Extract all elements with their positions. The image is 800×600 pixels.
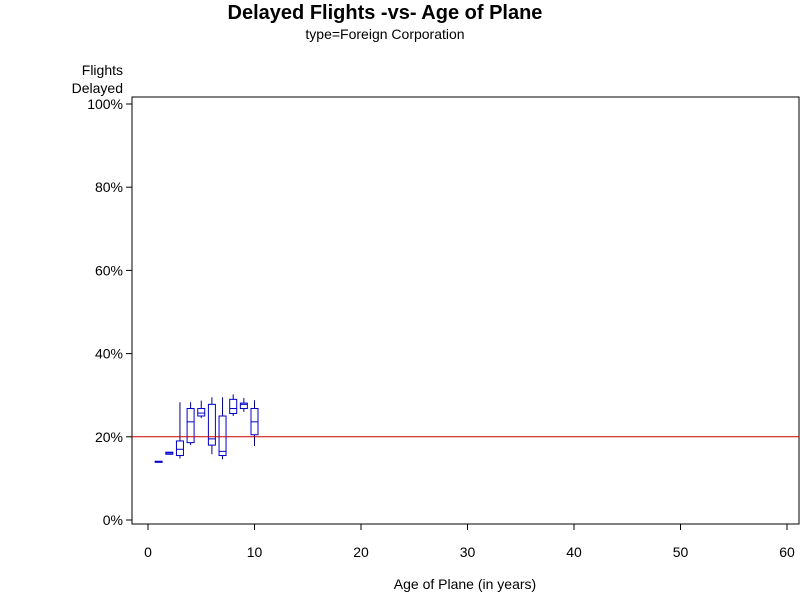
- box-body: [175, 440, 184, 457]
- box-plot: [197, 400, 206, 419]
- x-tick-label: 20: [353, 544, 369, 560]
- box-body: [218, 415, 227, 457]
- x-tick-label: 50: [673, 544, 689, 560]
- y-tick-label: 60%: [95, 262, 123, 278]
- box-plot: [218, 397, 227, 460]
- x-tick-label: 10: [247, 544, 263, 560]
- y-axis-label-line-2: Delayed: [72, 80, 123, 96]
- box-plot: [250, 400, 259, 446]
- y-tick-label: 0%: [103, 512, 123, 528]
- plot-frame: [131, 96, 800, 525]
- box-plot: [154, 460, 163, 463]
- x-tick-label: 30: [460, 544, 476, 560]
- box-plot: [175, 402, 184, 459]
- y-tick-label: 100%: [87, 96, 123, 112]
- y-axis-label-line-1: Flights: [82, 62, 123, 78]
- x-tick-label: 0: [144, 544, 152, 560]
- chart-title: Delayed Flights -vs- Age of Plane: [227, 2, 543, 24]
- box-body: [239, 402, 248, 410]
- box-plot: [186, 402, 195, 446]
- box-body: [207, 403, 216, 446]
- x-tick-label: 60: [779, 544, 795, 560]
- y-tick-label: 80%: [95, 179, 123, 195]
- y-tick-label: 40%: [95, 346, 123, 362]
- x-tick-label: 40: [566, 544, 582, 560]
- box-plot: [165, 451, 174, 455]
- chart-subtitle: type=Foreign Corporation: [305, 26, 465, 42]
- box-body: [229, 398, 238, 415]
- box-series: [154, 394, 259, 463]
- box-plot: [229, 394, 238, 416]
- box-body: [197, 408, 206, 417]
- y-axis: 0% 20% 40% 60% 80% 100%: [87, 96, 132, 528]
- y-tick-label: 20%: [95, 429, 123, 445]
- box-body: [186, 408, 195, 444]
- x-axis-label: Age of Plane (in years): [394, 576, 536, 592]
- box-plot: [207, 397, 216, 455]
- x-axis: 0 10 20 30 40 50 60: [144, 524, 795, 560]
- box-plot: [239, 398, 248, 412]
